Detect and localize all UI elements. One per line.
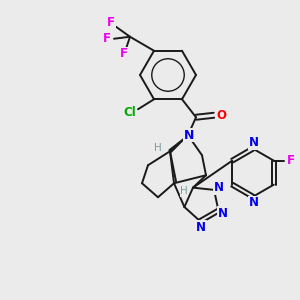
Text: F: F	[120, 47, 128, 60]
Text: F: F	[107, 16, 115, 29]
Text: Cl: Cl	[124, 106, 136, 119]
Text: N: N	[196, 221, 206, 234]
Text: N: N	[214, 182, 224, 194]
Text: N: N	[184, 129, 194, 142]
Text: O: O	[216, 109, 226, 122]
Polygon shape	[169, 135, 188, 152]
Text: H: H	[154, 143, 162, 153]
Text: F: F	[103, 32, 111, 45]
Text: N: N	[249, 136, 259, 149]
Text: N: N	[218, 207, 227, 220]
Text: H: H	[180, 186, 188, 196]
Text: N: N	[249, 196, 259, 209]
Text: F: F	[287, 154, 295, 167]
